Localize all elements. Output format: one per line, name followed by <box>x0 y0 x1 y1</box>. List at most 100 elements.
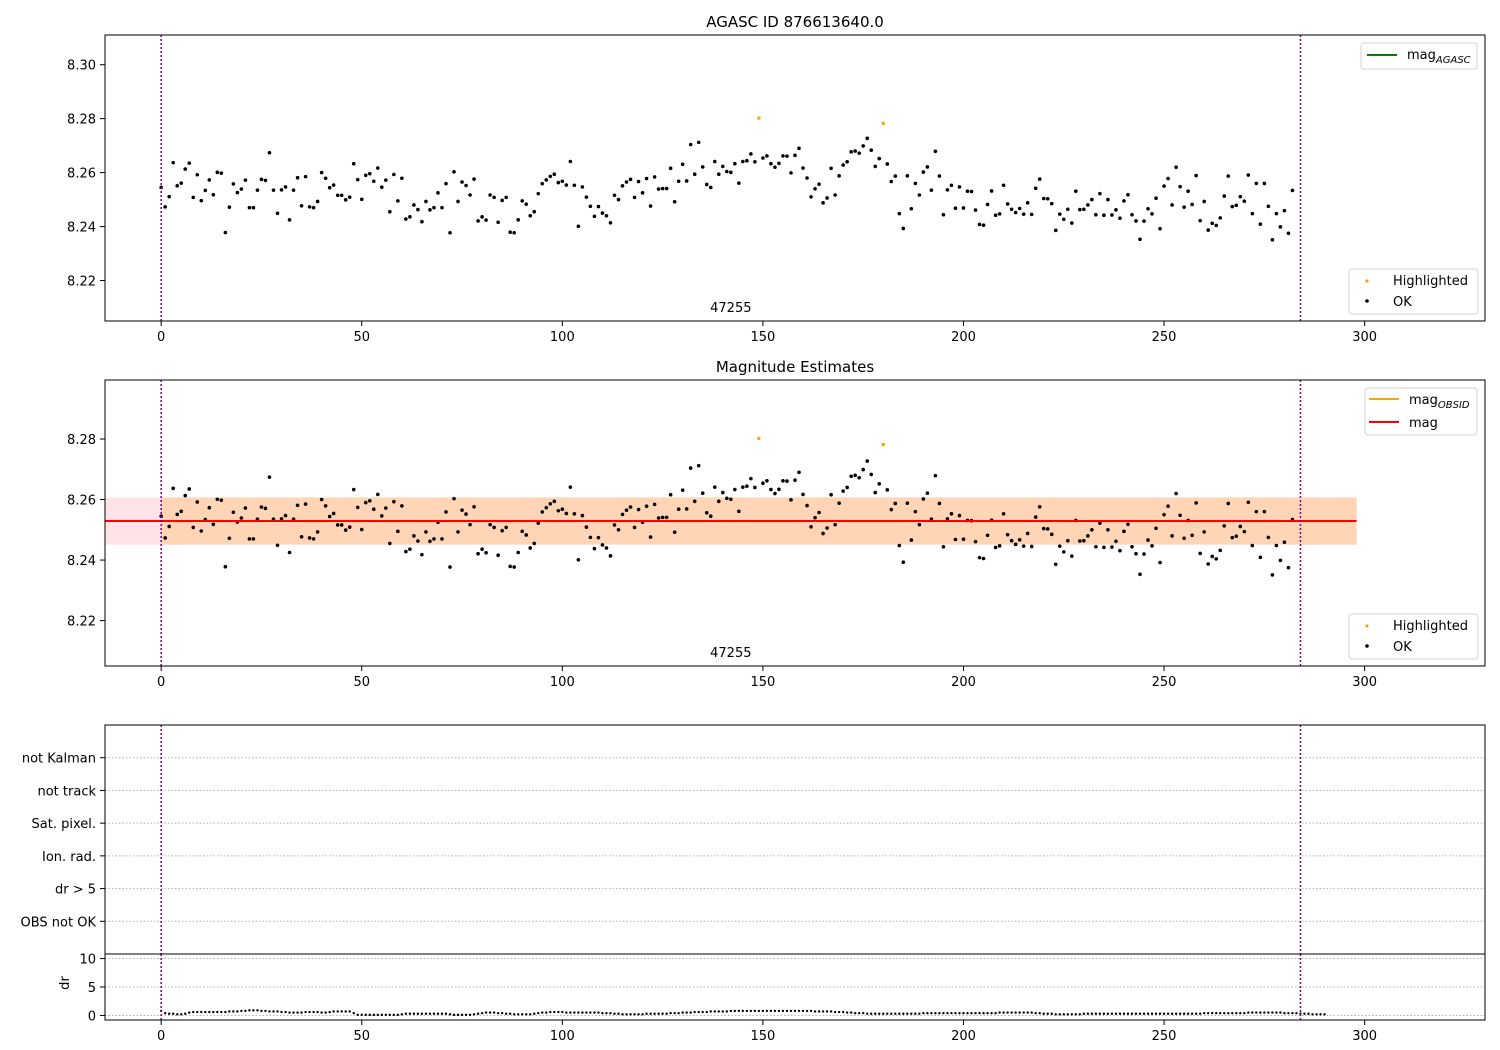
dr-point <box>577 1011 580 1014</box>
x-tick-label: 100 <box>550 330 575 345</box>
ok-point <box>1106 528 1110 532</box>
dr-point <box>609 1011 612 1015</box>
ok-point <box>1086 534 1090 538</box>
ok-point <box>600 543 605 547</box>
dr-point <box>1090 1012 1094 1015</box>
ok-point <box>941 212 946 217</box>
ok-point <box>536 191 541 196</box>
ok-point <box>384 506 388 510</box>
ok-point <box>644 504 649 509</box>
ok-point <box>384 178 388 182</box>
ok-point <box>335 193 340 198</box>
dr-point <box>1243 1011 1246 1015</box>
ok-point <box>1005 202 1010 206</box>
dr-point <box>1166 1012 1170 1015</box>
ok-point <box>1278 558 1283 563</box>
dr-point <box>1122 1012 1126 1015</box>
dr-point <box>922 1011 925 1015</box>
ok-point <box>259 177 264 182</box>
legend-box <box>1348 613 1479 660</box>
ok-point <box>769 487 773 492</box>
flag-label: not track <box>37 784 96 799</box>
ok-point <box>375 166 380 170</box>
dr-point <box>1066 1013 1069 1016</box>
ok-point <box>913 509 918 514</box>
dr-point <box>545 1011 548 1014</box>
dr-point <box>232 1010 235 1013</box>
ok-point <box>777 161 781 166</box>
ok-point <box>315 530 320 534</box>
ok-point <box>484 551 488 555</box>
dr-point <box>208 1010 211 1014</box>
x-tick-label: 150 <box>750 330 775 345</box>
dr-point <box>910 1012 913 1015</box>
ok-point <box>628 177 633 182</box>
dr-point <box>1074 1013 1078 1016</box>
ok-point <box>1230 204 1235 209</box>
ok-point <box>1065 538 1070 543</box>
panel-estimates-plot: 8.22 8.24 8.26 8.28 0 50 100 150 200 250 300 <box>67 379 1486 690</box>
ok-point <box>1214 223 1219 228</box>
dr-point <box>1291 1011 1294 1015</box>
ok-point <box>612 193 617 198</box>
ok-point <box>797 146 801 151</box>
dr-point <box>344 1010 347 1013</box>
dr-point <box>256 1009 259 1012</box>
ok-point <box>247 205 252 210</box>
dr-point <box>304 1010 307 1014</box>
dr-point <box>1034 1011 1037 1015</box>
ok-point <box>853 473 857 478</box>
ok-point <box>223 230 228 235</box>
ok-point <box>1114 208 1118 212</box>
ok-point <box>620 512 625 517</box>
ok-point <box>412 203 416 207</box>
ok-point <box>484 218 488 222</box>
dr-point <box>605 1011 608 1015</box>
ok-point <box>1118 548 1122 553</box>
dr-point <box>721 1010 724 1013</box>
ok-point <box>873 490 878 495</box>
ok-point <box>785 154 789 158</box>
ok-point <box>729 170 733 175</box>
ok-point <box>508 564 512 569</box>
dr-point <box>192 1010 195 1014</box>
ok-point <box>203 188 208 193</box>
ok-point <box>749 152 753 156</box>
dr-point <box>464 1013 468 1017</box>
ok-point <box>861 144 865 148</box>
ok-point <box>865 136 870 141</box>
ok-point <box>889 507 894 512</box>
ok-point <box>355 505 360 510</box>
ok-point <box>905 174 910 178</box>
ok-point <box>1070 221 1074 225</box>
ok-point <box>1282 208 1287 213</box>
y-tick-label: 8.28 <box>67 113 96 128</box>
dr-point <box>171 1012 175 1015</box>
ok-point <box>191 195 196 200</box>
ok-point <box>1178 513 1182 518</box>
dr-point <box>188 1011 191 1014</box>
ok-point <box>965 189 970 194</box>
ok-point <box>307 536 312 540</box>
dr-point <box>1042 1012 1045 1015</box>
ok-point <box>897 211 902 216</box>
ok-point <box>1262 181 1267 186</box>
legend-label-mag-obsid: magOBSID <box>1409 393 1470 411</box>
axes-frame <box>104 379 1486 667</box>
ok-point <box>468 193 472 197</box>
ok-point <box>363 173 368 178</box>
dr-point <box>1263 1011 1266 1014</box>
ok-point <box>367 171 372 176</box>
dr-point <box>216 1010 219 1014</box>
dr-point <box>950 1011 953 1015</box>
ok-point <box>279 188 284 192</box>
ok-point <box>428 208 432 212</box>
ok-point <box>1282 540 1287 545</box>
y-tick-label: 8.28 <box>67 433 96 448</box>
ok-point <box>456 530 460 534</box>
ok-point <box>335 523 340 527</box>
ok-point <box>1250 211 1255 216</box>
dr-point <box>1271 1011 1274 1014</box>
legend-marker-highlighted <box>1365 624 1369 628</box>
